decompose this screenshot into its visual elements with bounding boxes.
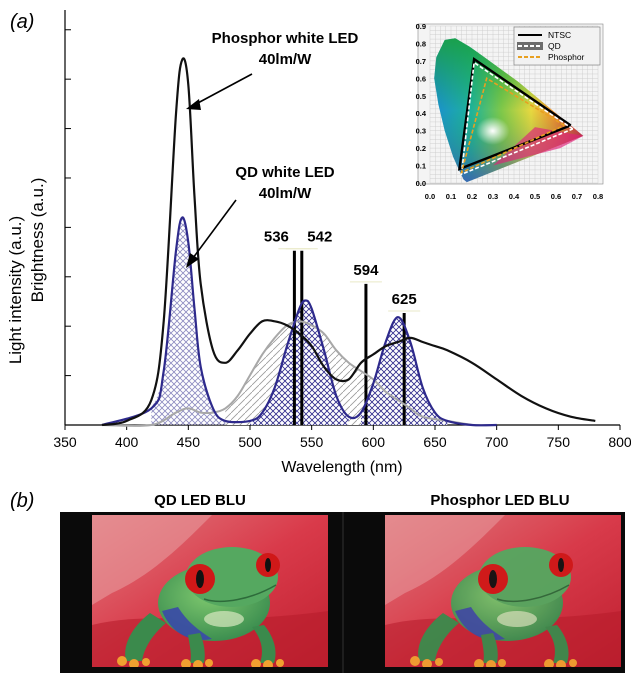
y-axis-label-intensity: Light intensity (a.u.) bbox=[6, 216, 25, 364]
cie-x-tick-label: 0.0 bbox=[425, 192, 435, 201]
cie-x-tick-label: 0.7 bbox=[572, 192, 582, 201]
qd-green-hatched-area bbox=[250, 300, 349, 425]
phosphor-spectrum-line bbox=[101, 57, 596, 427]
cie-chromaticity-inset: 0.0 0.1 0.2 0.3 0.4 0.5 0.6 0.7 0.8 0.0 0.1 0.2 0.3 0… bbox=[416, 22, 604, 201]
cie-y-tick-label: 0.8 bbox=[416, 39, 426, 48]
cie-y-tick-label: 0.3 bbox=[416, 127, 426, 136]
x-tick-label: 700 bbox=[485, 434, 509, 450]
marker-label-542: 542 bbox=[307, 229, 332, 246]
arrow-to-phosphor-peak bbox=[186, 73, 253, 110]
cie-x-tick-label: 0.1 bbox=[446, 192, 456, 201]
panel-b-label: (b) bbox=[10, 490, 34, 512]
cie-y-tick-label: 0.7 bbox=[416, 57, 426, 66]
marker-label-594: 594 bbox=[353, 262, 379, 279]
marker-label-625: 625 bbox=[392, 291, 417, 308]
cie-y-tick-label: 0.9 bbox=[416, 22, 426, 31]
cie-x-tick-label: 0.6 bbox=[551, 192, 561, 201]
cie-y-tick-label: 0.0 bbox=[416, 179, 426, 188]
cie-x-tick-label: 0.8 bbox=[593, 192, 603, 201]
annotation-qd-efficiency: 40lm/W bbox=[259, 185, 312, 202]
cie-x-tick-label: 0.5 bbox=[530, 192, 540, 201]
x-tick-label: 400 bbox=[115, 434, 139, 450]
cie-y-tick-label: 0.2 bbox=[416, 144, 426, 153]
x-tick-label: 650 bbox=[423, 434, 447, 450]
x-tick-label: 350 bbox=[53, 434, 77, 450]
cie-legend-label: QD bbox=[548, 41, 561, 51]
cie-legend-label: NTSC bbox=[548, 30, 571, 40]
x-tick-label: 800 bbox=[608, 434, 631, 450]
qd-display-frog-image bbox=[92, 515, 328, 667]
x-tick-label: 600 bbox=[362, 434, 386, 450]
phosphor-led-blu-title: Phosphor LED BLU bbox=[430, 492, 569, 509]
cie-y-tick-label: 0.1 bbox=[416, 162, 426, 171]
qd-blue-hatched-area bbox=[151, 217, 226, 425]
y-axis-label-brightness: Brightness (a.u.) bbox=[28, 178, 47, 303]
x-tick-label: 500 bbox=[238, 434, 262, 450]
phosphor-display-frog-image bbox=[385, 515, 621, 667]
phosphor-triangle bbox=[460, 77, 565, 174]
cie-legend-label: Phosphor bbox=[548, 52, 585, 62]
cie-y-tick-label: 0.5 bbox=[416, 92, 426, 101]
x-axis-title: Wavelength (nm) bbox=[281, 459, 402, 476]
qd-led-blu-title: QD LED BLU bbox=[154, 492, 246, 509]
marker-label-536: 536 bbox=[264, 229, 289, 246]
cie-x-tick-label: 0.2 bbox=[467, 192, 477, 201]
gray-spectrum-line bbox=[101, 320, 473, 427]
qd-spectrum-line bbox=[101, 216, 497, 427]
cie-y-tick-label: 0.4 bbox=[416, 109, 427, 118]
cie-x-tick-label: 0.4 bbox=[509, 192, 520, 201]
annotation-qd-title: QD white LED bbox=[235, 164, 334, 181]
spectrum-plot: 350 400 450 500 550 600 650 700 750 800 536 542 594… bbox=[53, 10, 631, 450]
cie-x-tick-label: 0.3 bbox=[488, 192, 498, 201]
x-tick-label: 750 bbox=[547, 434, 571, 450]
cie-y-tick-label: 0.6 bbox=[416, 74, 426, 83]
arrow-to-qd-peak bbox=[186, 199, 237, 268]
x-tick-label: 450 bbox=[177, 434, 201, 450]
panel-a-label: (a) bbox=[10, 11, 34, 33]
qd-triangle bbox=[460, 61, 574, 176]
x-tick-label: 550 bbox=[300, 434, 324, 450]
annotation-phosphor-title: Phosphor white LED bbox=[212, 30, 359, 47]
annotation-phosphor-efficiency: 40lm/W bbox=[259, 51, 312, 68]
